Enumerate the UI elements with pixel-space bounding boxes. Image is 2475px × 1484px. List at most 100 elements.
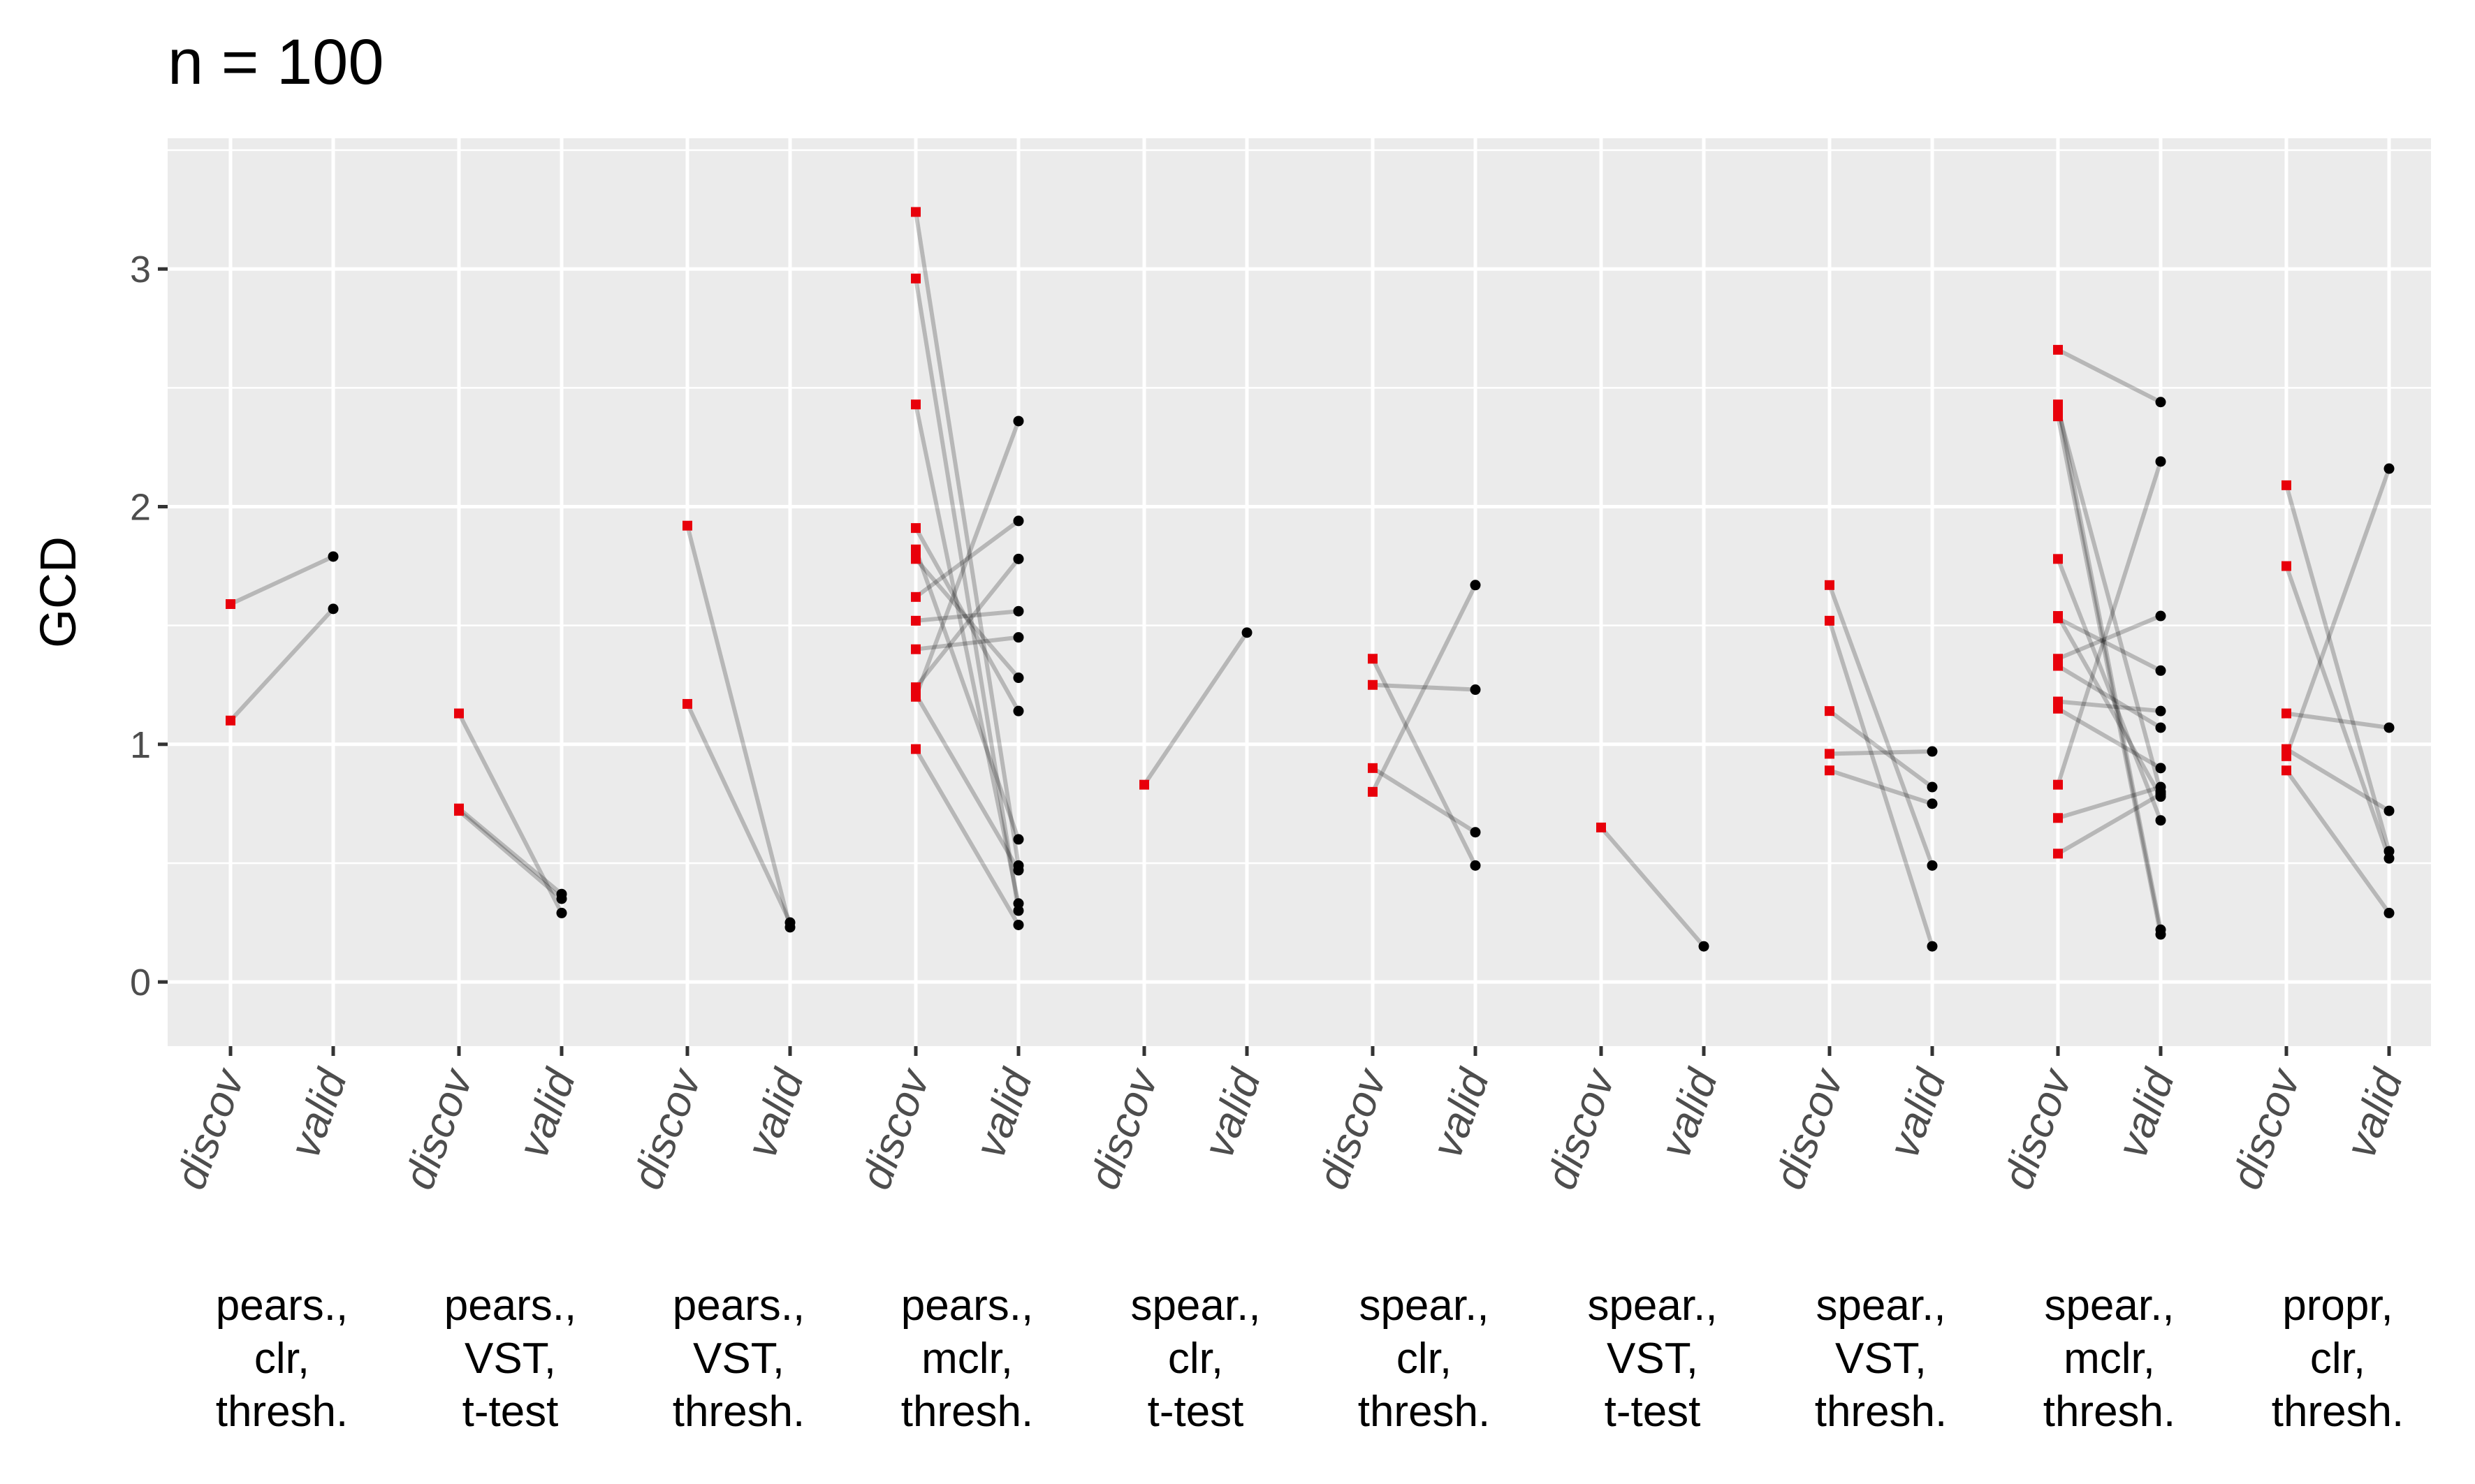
pair-line — [1142, 631, 1249, 786]
pair-line — [2057, 785, 2161, 821]
pair-line — [1372, 682, 1476, 692]
pair-line — [2057, 792, 2162, 855]
discov-point — [911, 744, 921, 754]
valid-point — [1470, 860, 1481, 871]
group-label: t-test — [1148, 1388, 1244, 1436]
pair-line — [2057, 348, 2162, 404]
x-axis: discov valid pears., clr, thresh. discov valid… — [166, 1046, 2413, 1436]
valid-point — [1013, 416, 1024, 427]
pair-line — [914, 748, 1021, 926]
group-label: spear., — [1587, 1281, 1717, 1330]
pair-line — [915, 609, 1019, 623]
pair-line — [2056, 416, 2163, 935]
x-tick-label: discov — [2222, 1061, 2310, 1196]
pair-line — [2284, 468, 2391, 757]
y-tick-label: 0 — [130, 962, 151, 1004]
pair-line — [914, 548, 1021, 840]
discov-point — [1368, 786, 1378, 797]
y-tick-label: 3 — [130, 249, 151, 291]
pair-line — [914, 420, 1021, 698]
pair-line — [2284, 565, 2391, 860]
x-tick-label: discov — [1080, 1061, 1168, 1196]
group-label: pears., — [444, 1281, 577, 1330]
pair-line — [914, 278, 1021, 911]
pair-line — [457, 712, 564, 914]
valid-point — [1927, 746, 1938, 757]
points-layer — [226, 207, 2395, 952]
group-label: spear., — [2044, 1281, 2174, 1330]
valid-point — [2155, 397, 2166, 408]
pair-line — [2057, 616, 2162, 673]
discov-point — [911, 399, 921, 410]
group-label: VST, — [1607, 1335, 1698, 1383]
discov-point — [1368, 654, 1378, 664]
pair-line — [1828, 709, 1934, 789]
valid-point — [1013, 605, 1024, 617]
discov-point — [1368, 763, 1378, 773]
valid-point — [2383, 805, 2395, 816]
valid-point — [2383, 853, 2395, 864]
x-tick-label: valid — [1651, 1062, 1728, 1164]
pair-line — [1829, 749, 1933, 756]
group-label: pears., — [216, 1281, 349, 1330]
valid-point — [1470, 580, 1481, 591]
pair-lines-layer — [228, 212, 2391, 948]
pair-line — [914, 557, 1021, 689]
valid-point — [2155, 722, 2166, 733]
pair-line — [458, 807, 563, 896]
discov-point — [2053, 613, 2063, 624]
valid-point — [2155, 610, 2166, 622]
x-tick-label: valid — [2108, 1062, 2184, 1164]
discov-point — [682, 698, 692, 709]
valid-point — [2155, 815, 2166, 826]
x-tick-label: valid — [509, 1062, 585, 1164]
group-label: thresh. — [673, 1388, 805, 1436]
group-label: clr, — [2310, 1335, 2365, 1383]
x-tick-label: discov — [1537, 1061, 1625, 1196]
pair-line — [685, 524, 792, 928]
discov-point — [1825, 706, 1834, 717]
discov-point — [911, 644, 921, 654]
valid-point — [1927, 798, 1938, 809]
valid-point — [1013, 898, 1024, 909]
pair-line — [914, 404, 1021, 904]
valid-point — [1927, 860, 1938, 871]
valid-point — [1698, 941, 1709, 952]
group-label: t-test — [462, 1388, 559, 1436]
discov-point — [2281, 751, 2291, 761]
discov-point — [911, 273, 921, 284]
x-tick-label: discov — [395, 1061, 483, 1196]
pair-line — [2056, 460, 2163, 786]
discov-point — [2053, 779, 2063, 790]
valid-point — [1927, 781, 1938, 793]
valid-point — [1927, 941, 1938, 952]
discov-point — [2281, 708, 2291, 719]
valid-point — [1013, 632, 1024, 643]
valid-point — [1013, 515, 1024, 527]
pair-line — [2056, 615, 2163, 798]
group-label: thresh. — [1815, 1388, 1948, 1436]
pair-line — [1371, 657, 1477, 867]
pair-line — [2056, 409, 2163, 793]
group-label: propr, — [2282, 1281, 2393, 1330]
valid-point — [2155, 665, 2166, 676]
discov-point — [2053, 344, 2063, 355]
pair-line — [2057, 699, 2161, 714]
x-tick-label: valid — [1195, 1062, 1271, 1164]
group-label: thresh. — [2272, 1388, 2404, 1436]
group-label: clr, — [1396, 1335, 1452, 1383]
group-label: clr, — [1168, 1335, 1223, 1383]
pair-line — [685, 703, 792, 924]
discov-point — [911, 207, 921, 217]
pair-line — [1371, 584, 1477, 793]
discov-point — [454, 806, 464, 816]
discov-point — [2281, 480, 2291, 490]
discov-point — [454, 708, 464, 719]
valid-point — [2155, 763, 2166, 774]
discov-point — [911, 592, 921, 602]
group-label: pears., — [901, 1281, 1034, 1330]
valid-point — [2155, 456, 2166, 467]
pair-line — [1599, 825, 1706, 948]
discov-point — [2053, 813, 2063, 823]
discov-point — [911, 523, 921, 534]
